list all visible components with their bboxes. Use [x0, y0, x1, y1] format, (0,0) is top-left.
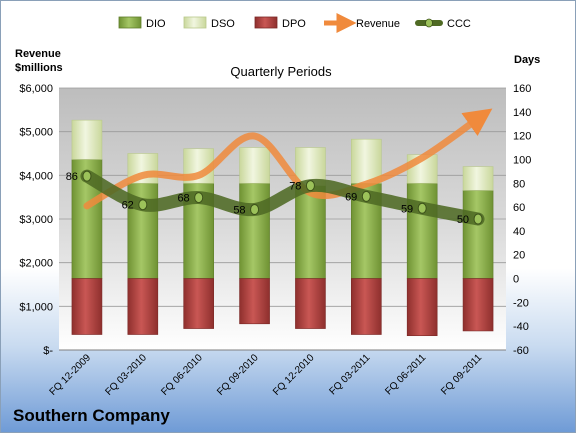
- ccc-line: [80, 169, 485, 226]
- legend-swatch-dpo: [254, 16, 278, 29]
- legend-label: DIO: [146, 18, 166, 30]
- ccc-point: [473, 213, 483, 225]
- ccc-point: [82, 170, 92, 182]
- ccc-point: [194, 192, 204, 204]
- left-tick-label: $5,000: [19, 127, 53, 139]
- right-tick-label: 100: [513, 154, 531, 166]
- dpo-bar: [295, 278, 326, 329]
- right-tick-label: 20: [513, 250, 525, 262]
- revenue-line: [83, 108, 493, 210]
- legend: DIO DSO DPO Revenue CCC: [118, 13, 471, 33]
- dpo-bar: [127, 278, 159, 335]
- right-tick-label: 160: [513, 83, 531, 95]
- ccc-point: [417, 202, 427, 214]
- left-tick-label: $-: [43, 345, 53, 357]
- left-axis-label-line-1: Revenue: [15, 48, 61, 60]
- ccc-data-label: 78: [289, 181, 301, 193]
- legend-label: DPO: [282, 18, 306, 30]
- right-tick-label: 120: [513, 131, 531, 143]
- legend-label: DSO: [211, 18, 235, 30]
- ccc-data-label: 86: [66, 171, 78, 183]
- ccc-data-label: 69: [345, 191, 357, 203]
- legend-ccc-dot-icon: [425, 18, 433, 28]
- right-tick-label: -60: [513, 345, 529, 357]
- right-tick-label: -20: [513, 297, 529, 309]
- dpo-bar: [71, 278, 103, 335]
- dio-bar: [239, 182, 270, 279]
- right-axis-label: Days: [514, 54, 540, 66]
- legend-swatch-dio: [118, 16, 142, 29]
- category-label: FQ 12-2009: [48, 352, 94, 398]
- category-label: FQ 09-2010: [215, 352, 261, 398]
- category-label: FQ 06-2011: [383, 352, 428, 397]
- dso-bar: [71, 119, 103, 160]
- ccc-data-label: 58: [233, 204, 245, 216]
- right-tick-label: 140: [513, 107, 531, 119]
- dio-bar: [406, 182, 438, 279]
- company-name: Southern Company: [13, 406, 170, 425]
- dso-bar: [239, 147, 270, 184]
- ccc-data-label: 62: [122, 200, 134, 212]
- ccc-point: [305, 180, 315, 192]
- ccc-data-label: 68: [177, 193, 189, 205]
- ccc-data-label: 50: [457, 214, 469, 226]
- ccc-point: [250, 203, 260, 215]
- dpo-bar: [239, 278, 270, 325]
- dso-bar: [462, 166, 494, 191]
- chart-title: Quarterly Periods: [230, 64, 332, 79]
- dpo-bar: [351, 278, 382, 335]
- dpo-bar: [406, 278, 438, 337]
- ccc-point: [138, 199, 148, 211]
- dpo-bar: [462, 278, 494, 332]
- right-tick-label: 0: [513, 274, 519, 286]
- left-axis-label-line-2: $millions: [15, 62, 63, 74]
- legend-swatch-dso: [183, 16, 207, 29]
- legend-label: CCC: [447, 18, 471, 30]
- left-tick-label: $2,000: [19, 258, 53, 270]
- ccc-data-label: 59: [401, 203, 413, 215]
- category-label: FQ 09-2011: [439, 352, 484, 397]
- right-tick-label: 40: [513, 226, 525, 238]
- left-tick-label: $6,000: [19, 83, 53, 95]
- category-label: FQ 12-2010: [271, 352, 317, 398]
- right-tick-label: 80: [513, 178, 525, 190]
- dio-bar: [295, 185, 326, 279]
- dio-bar: [462, 190, 494, 279]
- left-tick-label: $1,000: [19, 301, 53, 313]
- category-label: FQ 03-2010: [103, 352, 149, 398]
- category-label: FQ 03-2011: [327, 352, 372, 397]
- legend-label: Revenue: [356, 18, 400, 30]
- category-label: FQ 06-2010: [159, 352, 205, 398]
- left-tick-label: $4,000: [19, 170, 53, 182]
- dpo-bar: [183, 278, 214, 329]
- ccc-point: [361, 190, 371, 202]
- left-tick-label: $3,000: [19, 214, 53, 226]
- right-tick-label: 60: [513, 202, 525, 214]
- right-tick-label: -40: [513, 321, 529, 333]
- lines: 86 62 68 58 78 69 59 50: [66, 108, 493, 226]
